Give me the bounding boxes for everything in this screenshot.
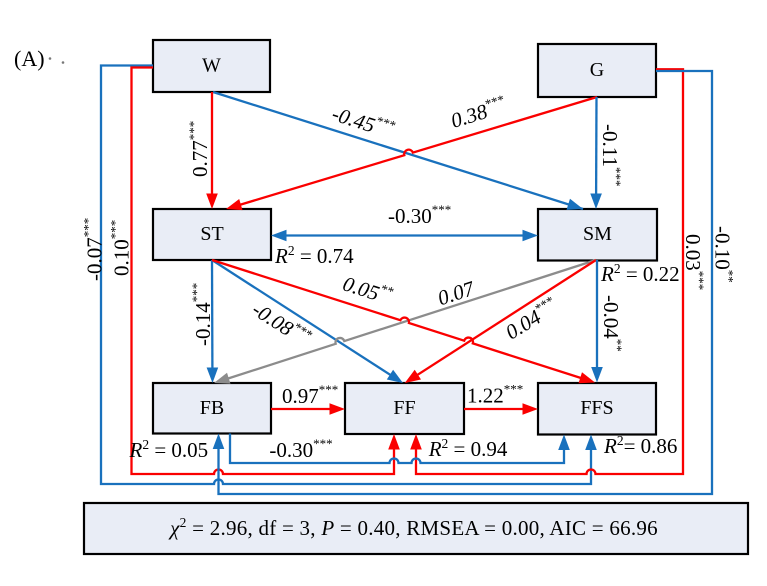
svg-text:G: G xyxy=(590,59,604,81)
svg-text:R2 = 0.94: R2 = 0.94 xyxy=(428,436,508,461)
svg-text:-0.11***: -0.11*** xyxy=(598,124,624,186)
svg-text:-0.04**: -0.04** xyxy=(599,295,625,352)
svg-text:W: W xyxy=(202,55,221,77)
svg-text:-0.30***: -0.30*** xyxy=(269,436,332,462)
svg-text:-0.30***: -0.30*** xyxy=(388,202,451,228)
svg-text:0.10***: 0.10*** xyxy=(108,220,134,276)
svg-text:1.22***: 1.22*** xyxy=(467,382,523,408)
svg-text:-0.10**: -0.10** xyxy=(711,226,737,283)
svg-text:0.03***: 0.03*** xyxy=(681,234,707,290)
svg-text:FB: FB xyxy=(200,397,224,419)
svg-text:FFS: FFS xyxy=(580,397,613,419)
svg-text:R2= 0.86: R2= 0.86 xyxy=(603,433,677,458)
svg-text:FF: FF xyxy=(393,397,415,419)
svg-text:-0.45***: -0.45*** xyxy=(329,99,398,143)
svg-text:R2 = 0.22: R2 = 0.22 xyxy=(600,261,680,286)
svg-text:ST: ST xyxy=(200,223,223,245)
svg-text:(A): (A) xyxy=(14,46,45,71)
svg-text:R2 = 0.74: R2 = 0.74 xyxy=(274,243,354,268)
svg-text:SM: SM xyxy=(583,223,612,245)
svg-text:χ2 = 2.96, df = 3, P = 0.40, R: χ2 = 2.96, df = 3, P = 0.40, RMSEA = 0.0… xyxy=(168,515,658,540)
svg-text:0.07: 0.07 xyxy=(435,276,479,311)
svg-text:R2 = 0.05: R2 = 0.05 xyxy=(129,437,209,462)
svg-text:0.77***: 0.77*** xyxy=(186,121,212,177)
svg-text:0.97***: 0.97*** xyxy=(282,382,338,408)
svg-text:-0.07***: -0.07*** xyxy=(81,218,107,281)
